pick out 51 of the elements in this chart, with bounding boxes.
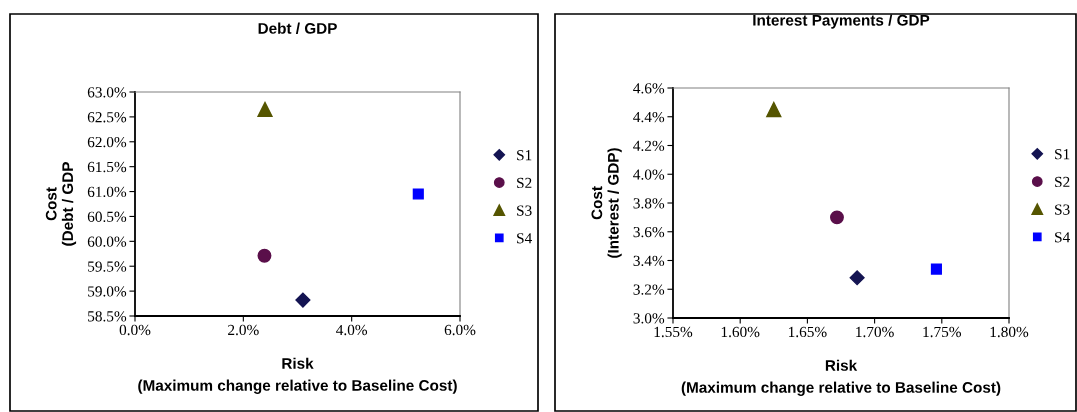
- legend-label: S1: [517, 150, 532, 161]
- y-tick-label: 4.6%: [633, 83, 665, 94]
- point: [930, 263, 942, 275]
- chart-title: Debt / GDP: [258, 22, 337, 34]
- legend-label: S3: [517, 205, 532, 216]
- point: [295, 292, 311, 308]
- y-tick-label: 4.0%: [633, 169, 665, 180]
- legend-label: S2: [517, 177, 532, 189]
- x-tick-label: 1.60%: [721, 326, 760, 338]
- y-tick-label: 59.5%: [88, 261, 127, 272]
- x-tick-label: 1.70%: [856, 326, 894, 338]
- x-tick-label: 1.75%: [923, 326, 962, 338]
- y-axis-title: Cost (Debt / GDP: [45, 162, 77, 246]
- y-tick-label: 3.2%: [633, 284, 665, 295]
- point: [412, 188, 424, 200]
- legend-label: S3: [1055, 204, 1070, 215]
- y-tick-label: 3.8%: [633, 198, 665, 209]
- x-tick-label: 6.0%: [444, 324, 476, 336]
- y-tick-label: 3.4%: [633, 255, 665, 267]
- point: [257, 101, 273, 118]
- legend-label: S2: [1055, 176, 1070, 188]
- point: [766, 101, 782, 118]
- y-tick-label: 58.5%: [88, 311, 127, 322]
- legend-label: S4: [517, 233, 532, 244]
- x-tick-label: 2.0%: [228, 324, 259, 336]
- y-tick-label: 3.6%: [633, 226, 665, 238]
- y-tick-label: 60.5%: [87, 211, 127, 222]
- y-tick-label: 60.0%: [87, 236, 127, 247]
- y-tick-label: 61.0%: [87, 186, 127, 198]
- legend-label: S4: [1055, 232, 1070, 243]
- x-tick-label: 1.55%: [654, 326, 693, 338]
- x-axis-title: Risk (Maximum change relative to Baseline Cost): [138, 357, 457, 394]
- x-tick-label: 4.0%: [336, 324, 368, 336]
- point: [257, 248, 272, 263]
- x-tick-label: 1.80%: [990, 326, 1029, 338]
- y-tick-label: 61.5%: [87, 161, 127, 173]
- y-tick-label: 62.5%: [87, 112, 127, 123]
- x-tick-label: 1.65%: [789, 326, 827, 338]
- x-tick-label: 0.0%: [119, 324, 151, 336]
- y-tick-label: 4.2%: [633, 140, 665, 152]
- x-axis-title: Risk (Maximum change relative to Baseline Cost): [681, 359, 1001, 396]
- y-tick-label: 62.0%: [87, 136, 127, 148]
- legend-label: S1: [1055, 149, 1070, 160]
- y-tick-label: 59.0%: [88, 286, 127, 297]
- y-tick-label: 4.4%: [633, 111, 665, 123]
- y-tick-label: 63.0%: [87, 87, 127, 98]
- point: [849, 270, 865, 286]
- point: [830, 210, 844, 225]
- chart-title: Interest Payments / GDP: [753, 14, 930, 29]
- y-tick-label: 3.0%: [633, 313, 665, 324]
- y-axis-title: Cost (Interest / GDP): [591, 148, 622, 258]
